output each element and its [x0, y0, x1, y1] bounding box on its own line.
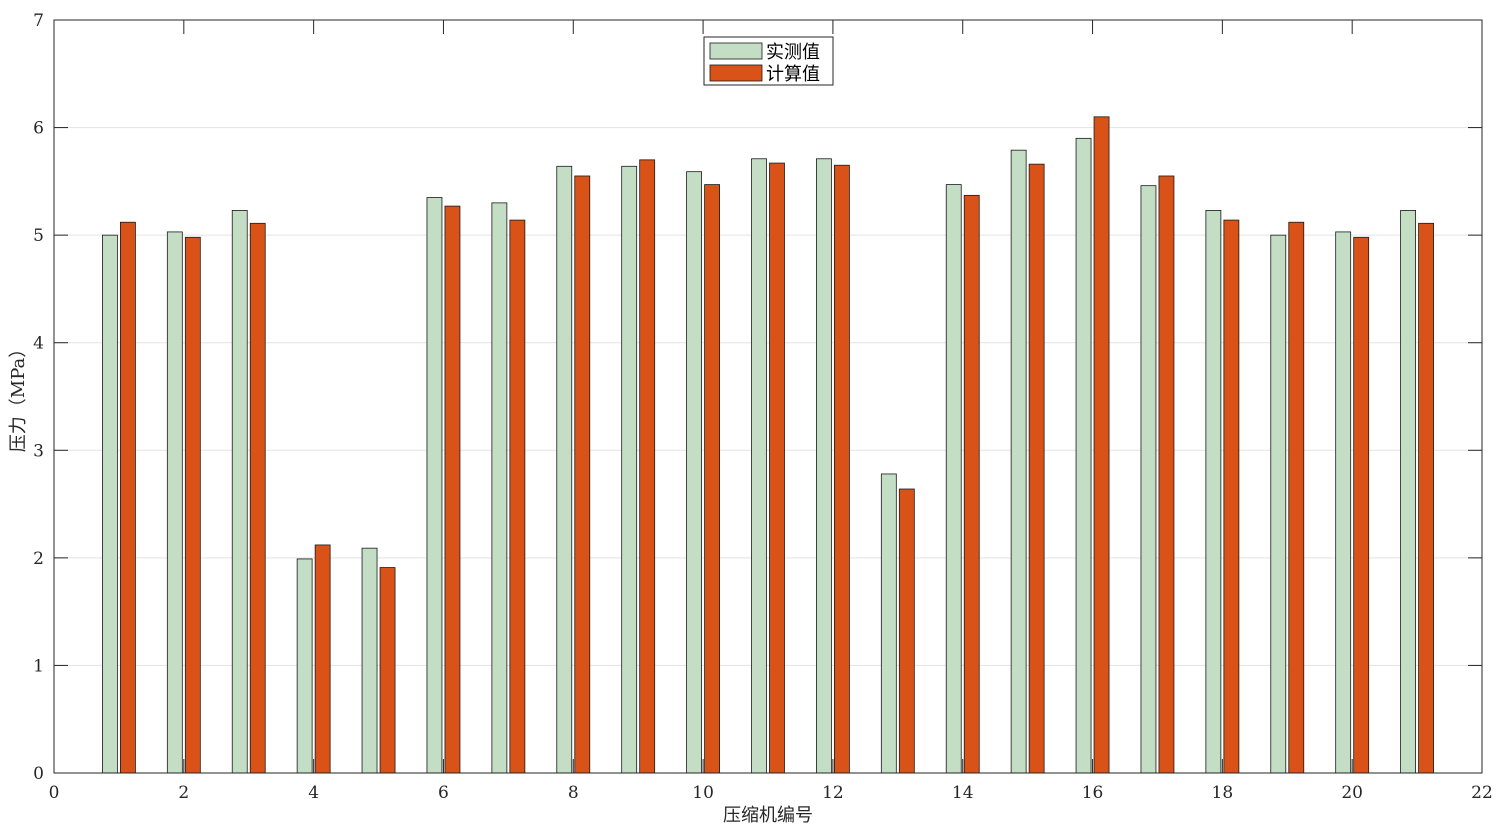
bar-calculated [1028, 163, 1045, 774]
legend-label-calculated: 计算值 [766, 64, 820, 85]
bar-measured [1205, 210, 1222, 774]
x-axis-label: 压缩机编号 [723, 805, 813, 826]
bar-calculated [1353, 236, 1370, 774]
x-tick-label: 12 [822, 783, 844, 803]
bar-measured [751, 158, 767, 774]
x-tick-label: 20 [1341, 783, 1363, 803]
x-tick-label: 8 [568, 783, 579, 803]
legend-swatch-calculated [709, 64, 763, 82]
bar-measured [816, 158, 832, 774]
bar-calculated [639, 159, 656, 774]
bar-calculated [834, 164, 850, 774]
y-tick-label: 2 [33, 549, 44, 569]
bar-series [102, 116, 1434, 774]
legend-swatch-measured [709, 42, 763, 60]
bar-calculated [769, 162, 785, 774]
bar-measured [1010, 149, 1027, 774]
x-tick-label: 18 [1212, 783, 1234, 803]
x-tick-label: 4 [308, 783, 319, 803]
plot-background [54, 20, 1482, 773]
bar-measured [686, 171, 702, 774]
y-tick-label: 0 [33, 764, 44, 784]
y-tick-label: 7 [33, 11, 44, 31]
bar-measured [880, 473, 897, 774]
bar-measured [426, 197, 443, 774]
bar-calculated [1158, 175, 1175, 774]
bar-calculated [120, 221, 136, 774]
bar-calculated [1093, 116, 1110, 774]
bar-measured [231, 210, 248, 774]
bar-calculated [314, 544, 331, 774]
bar-measured [1400, 210, 1416, 774]
bar-calculated [1288, 221, 1305, 774]
grid-lines [54, 127, 1482, 666]
y-tick-label: 1 [33, 656, 44, 676]
y-tick-label: 4 [33, 334, 44, 354]
bar-measured [945, 184, 962, 774]
bar-measured [102, 234, 118, 774]
plot-frame [53, 19, 1483, 774]
x-tick-label: 6 [438, 783, 449, 803]
axis-ticks [53, 19, 1483, 774]
x-tick-label: 22 [1471, 783, 1493, 803]
bar-measured [296, 558, 313, 774]
y-tick-label: 3 [33, 441, 44, 461]
bar-measured [621, 165, 638, 774]
y-axis-label: 压力（MPa） [8, 340, 29, 452]
bar-measured [1140, 185, 1157, 774]
bar-measured [166, 231, 183, 774]
bar-calculated [249, 222, 266, 774]
bar-calculated [1418, 222, 1434, 774]
y-tick-label: 6 [33, 119, 44, 139]
x-tick-label: 16 [1082, 783, 1104, 803]
bar-calculated [1223, 219, 1240, 774]
bar-calculated [379, 567, 396, 774]
x-tick-label: 2 [178, 783, 189, 803]
bar-calculated [704, 184, 720, 774]
bar-calculated [898, 488, 915, 774]
bar-measured [556, 165, 573, 774]
x-tick-label: 0 [49, 783, 60, 803]
bar-measured [361, 547, 378, 774]
y-tick-label: 5 [33, 226, 44, 246]
x-tick-label: 10 [692, 783, 714, 803]
bar-measured [1075, 137, 1092, 774]
bar-measured [1335, 231, 1352, 774]
bar-calculated [444, 205, 461, 774]
bar-measured [491, 202, 508, 774]
bar-calculated [963, 194, 980, 774]
bar-measured [1270, 234, 1287, 774]
bar-calculated [574, 175, 591, 774]
bar-calculated [184, 236, 201, 774]
legend-label-measured: 实测值 [766, 42, 820, 63]
x-tick-label: 14 [952, 783, 974, 803]
bar-calculated [509, 219, 526, 774]
